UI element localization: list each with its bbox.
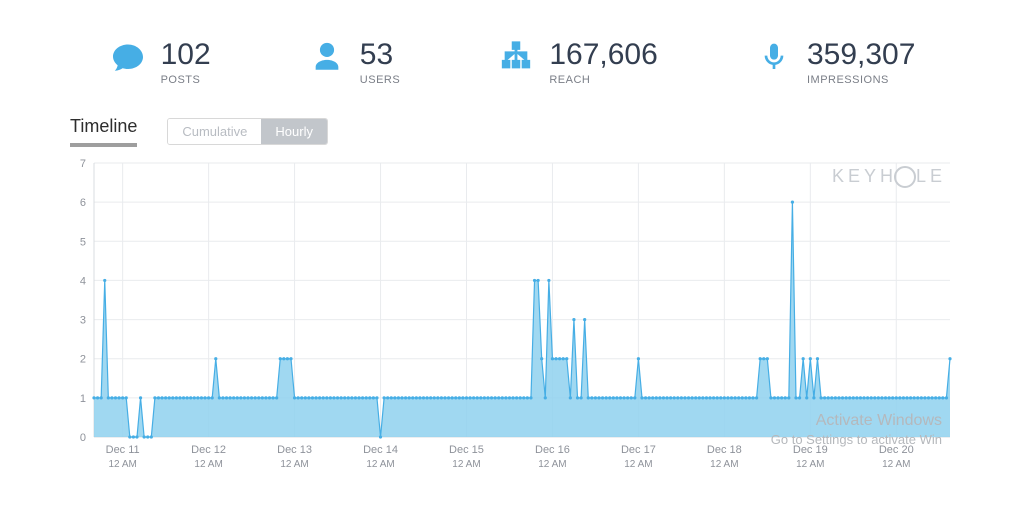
svg-text:12 AM: 12 AM bbox=[710, 459, 738, 470]
svg-text:Dec 16: Dec 16 bbox=[535, 444, 570, 456]
user-icon bbox=[308, 40, 346, 80]
stat-impressions-label: IMPRESSIONS bbox=[807, 74, 915, 86]
svg-text:1: 1 bbox=[80, 393, 86, 405]
svg-text:Dec 12: Dec 12 bbox=[191, 444, 226, 456]
logo-ring-icon bbox=[894, 166, 916, 188]
stat-reach: 167,606 REACH bbox=[497, 40, 657, 86]
svg-text:Dec 13: Dec 13 bbox=[277, 444, 312, 456]
svg-text:5: 5 bbox=[80, 236, 86, 248]
svg-text:12 AM: 12 AM bbox=[194, 459, 222, 470]
svg-text:7: 7 bbox=[80, 158, 86, 170]
svg-text:Dec 18: Dec 18 bbox=[707, 444, 742, 456]
svg-text:3: 3 bbox=[80, 315, 86, 327]
svg-text:Dec 17: Dec 17 bbox=[621, 444, 656, 456]
svg-text:Dec 11: Dec 11 bbox=[106, 444, 140, 456]
timeline-title: Timeline bbox=[70, 116, 137, 147]
windows-watermark: Activate Windows Go to Settings to activ… bbox=[771, 411, 942, 449]
stat-posts-label: POSTS bbox=[161, 74, 211, 86]
svg-text:12 AM: 12 AM bbox=[538, 459, 566, 470]
stat-posts: 102 POSTS bbox=[109, 40, 211, 86]
svg-text:Dec 14: Dec 14 bbox=[363, 444, 398, 456]
svg-text:12 AM: 12 AM bbox=[108, 459, 136, 470]
svg-text:12 AM: 12 AM bbox=[796, 459, 824, 470]
windows-watermark-l1: Activate Windows bbox=[771, 411, 942, 432]
timeline-chart: KEYH LE Activate Windows Go to Settings t… bbox=[70, 157, 954, 477]
stat-users: 53 USERS bbox=[308, 40, 400, 86]
svg-text:12 AM: 12 AM bbox=[624, 459, 652, 470]
stat-impressions: 359,307 IMPRESSIONS bbox=[755, 40, 915, 86]
svg-text:Dec 15: Dec 15 bbox=[449, 444, 484, 456]
svg-text:12 AM: 12 AM bbox=[366, 459, 394, 470]
svg-text:6: 6 bbox=[80, 197, 86, 209]
svg-text:4: 4 bbox=[80, 275, 86, 287]
toggle-cumulative[interactable]: Cumulative bbox=[168, 119, 261, 144]
stat-posts-value: 102 bbox=[161, 40, 211, 70]
stat-users-value: 53 bbox=[360, 40, 400, 70]
stats-row: 102 POSTS 53 USERS 167,606 REACH 359,307… bbox=[0, 0, 1024, 106]
stat-reach-label: REACH bbox=[549, 74, 657, 86]
microphone-icon bbox=[755, 40, 793, 80]
svg-text:12 AM: 12 AM bbox=[882, 459, 910, 470]
keyhole-logo: KEYH LE bbox=[832, 165, 946, 187]
stat-reach-value: 167,606 bbox=[549, 40, 657, 70]
timeline-toggle: Cumulative Hourly bbox=[167, 118, 328, 145]
timeline-header: Timeline Cumulative Hourly bbox=[0, 116, 1024, 147]
logo-text-post: LE bbox=[916, 166, 946, 187]
logo-text-pre: KEYH bbox=[832, 166, 897, 187]
stat-users-label: USERS bbox=[360, 74, 400, 86]
stat-impressions-value: 359,307 bbox=[807, 40, 915, 70]
comment-icon bbox=[109, 40, 147, 82]
svg-text:12 AM: 12 AM bbox=[452, 459, 480, 470]
svg-text:0: 0 bbox=[80, 432, 86, 444]
svg-text:12 AM: 12 AM bbox=[280, 459, 308, 470]
network-icon bbox=[497, 40, 535, 80]
windows-watermark-l2: Go to Settings to activate Win bbox=[771, 432, 942, 449]
toggle-hourly[interactable]: Hourly bbox=[261, 119, 327, 144]
svg-text:2: 2 bbox=[80, 354, 86, 366]
